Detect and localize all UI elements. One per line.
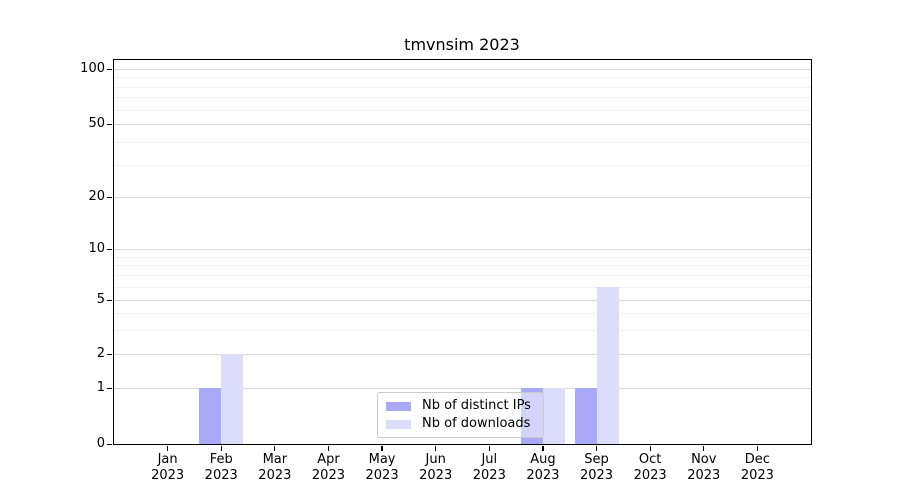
gridline-minor-90 (114, 77, 811, 78)
x-tick-mark-oct-2023 (649, 445, 651, 451)
bar-nb-of-downloads-aug-2023 (543, 388, 565, 444)
gridline-minor-60 (114, 110, 811, 111)
chart-title: tmvnsim 2023 (404, 35, 520, 54)
x-tick-label-mar-2023: Mar 2023 (258, 452, 292, 483)
x-tick-mark-dec-2023 (756, 445, 759, 451)
gridline-major-5 (114, 300, 811, 301)
gridline-major-20 (114, 197, 811, 198)
x-tick-label-jan-2023: Jan 2023 (151, 452, 185, 483)
chart-legend: Nb of distinct IPs Nb of downloads (377, 392, 544, 438)
y-tick-mark-1 (107, 387, 112, 389)
y-tick-label-50: 50 (88, 116, 105, 131)
legend-item-downloads: Nb of downloads (386, 416, 535, 432)
gridline-major-2 (114, 354, 811, 355)
y-tick-mark-100 (107, 68, 112, 70)
y-tick-label-10: 10 (88, 241, 105, 256)
y-tick-label-1: 1 (96, 380, 105, 395)
y-tick-label-0: 0 (96, 436, 105, 451)
legend-label-distinct-ips: Nb of distinct IPs (422, 398, 531, 413)
gridline-minor-30 (114, 165, 811, 166)
x-tick-label-nov-2023: Nov 2023 (687, 452, 721, 483)
bar-nb-of-distinct-ips-sep-2023 (575, 388, 597, 444)
bar-nb-of-downloads-feb-2023 (221, 354, 243, 444)
y-tick-mark-5 (107, 299, 112, 301)
y-tick-mark-10 (107, 248, 112, 250)
x-tick-label-aug-2023: Aug 2023 (526, 452, 560, 483)
x-tick-label-feb-2023: Feb 2023 (204, 452, 238, 483)
gridline-major-50 (114, 124, 811, 125)
gridline-minor-4 (114, 313, 811, 314)
gridline-major-1 (114, 388, 811, 389)
gridline-minor-80 (114, 87, 811, 88)
x-tick-mark-nov-2023 (703, 445, 705, 451)
gridline-minor-40 (114, 142, 811, 143)
x-tick-mark-apr-2023 (327, 445, 330, 451)
x-tick-label-apr-2023: Apr 2023 (311, 452, 345, 483)
x-tick-mark-aug-2023 (542, 445, 544, 451)
y-tick-label-100: 100 (80, 61, 105, 76)
legend-label-downloads: Nb of downloads (422, 416, 531, 431)
x-tick-mark-feb-2023 (220, 445, 222, 451)
gridline-minor-7 (114, 275, 811, 276)
x-tick-mark-may-2023 (381, 445, 383, 451)
bar-nb-of-distinct-ips-feb-2023 (199, 388, 221, 444)
gridline-major-100 (114, 69, 811, 70)
gridline-minor-3 (114, 330, 811, 331)
x-tick-mark-jun-2023 (435, 445, 437, 451)
gridline-minor-8 (114, 265, 811, 266)
plot-area (113, 59, 812, 445)
x-tick-mark-mar-2023 (274, 445, 276, 451)
gridline-major-10 (114, 249, 811, 250)
gridline-minor-9 (114, 257, 811, 258)
y-tick-mark-50 (107, 123, 112, 125)
x-tick-label-sep-2023: Sep 2023 (579, 452, 614, 483)
bar-nb-of-downloads-sep-2023 (597, 287, 619, 444)
legend-item-distinct-ips: Nb of distinct IPs (386, 398, 535, 414)
x-tick-label-jul-2023: Jul 2023 (472, 452, 506, 483)
y-tick-label-20: 20 (88, 189, 105, 204)
x-tick-mark-jul-2023 (488, 445, 490, 451)
y-tick-mark-0 (107, 443, 112, 445)
gridline-minor-6 (114, 287, 811, 288)
x-tick-label-oct-2023: Oct 2023 (633, 452, 667, 483)
y-tick-mark-20 (107, 196, 112, 198)
x-tick-mark-sep-2023 (595, 445, 598, 451)
x-tick-label-dec-2023: Dec 2023 (740, 452, 774, 483)
y-tick-label-2: 2 (96, 346, 105, 361)
x-tick-mark-jan-2023 (166, 445, 169, 451)
legend-swatch-downloads (386, 419, 411, 429)
y-tick-mark-2 (107, 353, 112, 355)
legend-swatch-distinct-ips (386, 401, 411, 411)
gridline-minor-70 (114, 97, 811, 98)
x-tick-label-may-2023: May 2023 (365, 452, 399, 483)
y-tick-label-5: 5 (96, 292, 105, 307)
x-tick-label-jun-2023: Jun 2023 (419, 452, 453, 483)
